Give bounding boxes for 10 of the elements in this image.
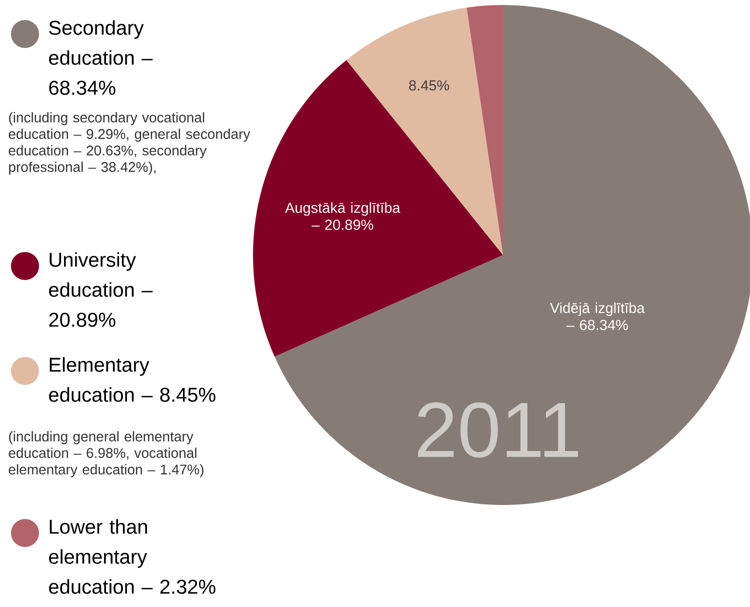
legend-label: University education – 20.89% (49, 252, 153, 327)
text: (including general elementary education – 6.98%, vocational elementary education – 1.47%) (8, 431, 204, 478)
data-label: 8.45% (409, 80, 450, 91)
text: Vidējā izglītība – 68.34% (550, 302, 645, 330)
legend-label: Elementary education – 8.45% (49, 357, 216, 402)
text: 2011 (418, 402, 578, 458)
text: (including secondary vocational education – 9.29%, general secondary education – 20.63%, secondary professional – 38.42%), (8, 112, 250, 175)
legend-label: Secondary education – 68.34% (49, 20, 153, 95)
legend-label: Lower than elementary education – 2.32% (49, 519, 216, 594)
text: Augstākā izglītība – 20.89% (285, 202, 400, 230)
